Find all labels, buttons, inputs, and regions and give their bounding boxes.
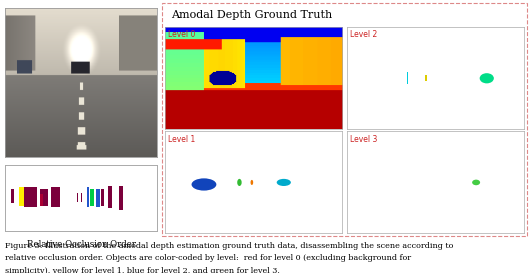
Bar bbox=[19, 188, 28, 206]
Bar bbox=[23, 188, 37, 207]
Bar bbox=[407, 72, 409, 84]
Text: Level 3: Level 3 bbox=[350, 135, 378, 144]
Text: Input: Input bbox=[70, 172, 93, 181]
Ellipse shape bbox=[480, 73, 494, 83]
Text: Figure 3: Illustration of the amodal depth estimation ground truth data, disasse: Figure 3: Illustration of the amodal dep… bbox=[5, 242, 454, 250]
Ellipse shape bbox=[277, 179, 291, 186]
Ellipse shape bbox=[472, 180, 480, 185]
Bar bbox=[87, 188, 89, 207]
Text: Level 2: Level 2 bbox=[350, 30, 377, 39]
Text: Relative Occlusion Order: Relative Occlusion Order bbox=[27, 240, 136, 249]
Bar bbox=[81, 193, 82, 202]
Bar bbox=[40, 189, 48, 206]
Ellipse shape bbox=[237, 179, 242, 186]
Bar bbox=[425, 75, 427, 81]
Bar bbox=[109, 186, 112, 208]
Bar bbox=[101, 189, 104, 206]
Ellipse shape bbox=[192, 178, 217, 191]
Ellipse shape bbox=[251, 180, 253, 185]
Text: Level 1: Level 1 bbox=[169, 135, 196, 144]
Bar bbox=[51, 188, 60, 207]
Text: simplicity), yellow for level 1, blue for level 2, and green for level 3.: simplicity), yellow for level 1, blue fo… bbox=[5, 267, 280, 273]
Bar bbox=[77, 193, 78, 202]
Bar bbox=[96, 189, 100, 207]
Bar bbox=[40, 194, 43, 206]
Bar bbox=[119, 186, 123, 210]
Text: Level 0: Level 0 bbox=[169, 30, 196, 39]
Text: Amodal Depth Ground Truth: Amodal Depth Ground Truth bbox=[171, 10, 332, 20]
Bar bbox=[11, 189, 14, 203]
Text: relative occlusion order. Objects are color-coded by level:  red for level 0 (ex: relative occlusion order. Objects are co… bbox=[5, 254, 411, 262]
Bar bbox=[90, 189, 94, 206]
